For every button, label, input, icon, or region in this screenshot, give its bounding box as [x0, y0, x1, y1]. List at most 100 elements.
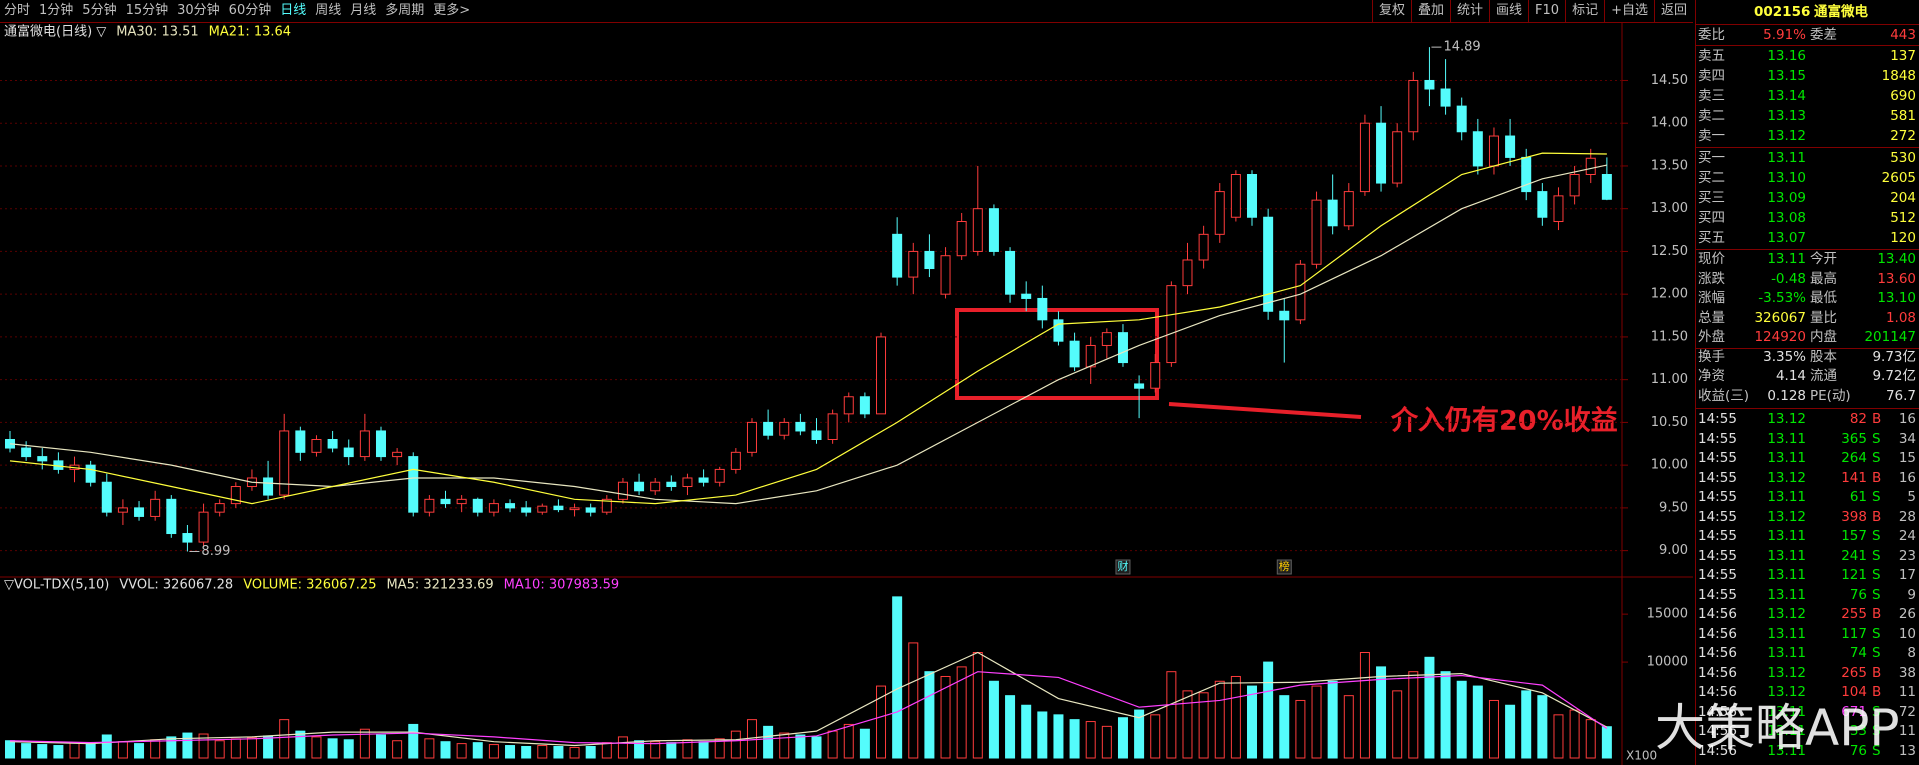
trade-side: S	[1872, 625, 1881, 642]
panel-row: 002156 通富微电	[1696, 0, 1919, 24]
volume-bar	[1505, 704, 1516, 759]
stat-value: -0.48	[1771, 270, 1806, 287]
tool-button[interactable]: 复权	[1371, 0, 1411, 22]
period-tab[interactable]: 60分钟	[228, 3, 272, 18]
volume-bar	[69, 742, 80, 759]
tool-button[interactable]: 画线	[1489, 0, 1528, 22]
period-tab[interactable]: 1分钟	[39, 3, 74, 18]
candle-body	[634, 481, 645, 492]
volume-bar	[1166, 671, 1177, 759]
candle-body	[1150, 362, 1161, 389]
candle-body	[230, 486, 241, 505]
book-volume: 581	[1890, 108, 1916, 124]
candle-body	[440, 498, 451, 505]
tool-button[interactable]: F10	[1528, 0, 1565, 22]
trade-price: 13.11	[1767, 742, 1806, 759]
trade-price: 13.11	[1767, 645, 1806, 661]
legend-entry: MA10: 307983.59	[504, 578, 619, 593]
trade-time: 14:55	[1698, 567, 1737, 583]
volume-bar	[892, 596, 903, 759]
volume-bar	[263, 735, 274, 759]
tool-button[interactable]: 返回	[1653, 0, 1693, 22]
trade-count: 11	[1898, 684, 1916, 700]
candle-body	[1343, 191, 1354, 227]
candle-body	[521, 507, 532, 513]
book-volume: 272	[1890, 128, 1916, 144]
period-tab[interactable]: 月线	[350, 3, 377, 18]
trade-time: 14:55	[1698, 547, 1737, 564]
trade-time: 14:55	[1698, 469, 1737, 486]
period-tab[interactable]: 分时	[4, 3, 31, 18]
trade-time: 14:56	[1698, 703, 1737, 720]
candle-body	[1488, 135, 1499, 167]
stock-code: 002156	[1754, 4, 1811, 20]
trade-time: 14:56	[1698, 606, 1737, 622]
trade-price: 13.11	[1767, 567, 1806, 583]
tool-button[interactable]: +自选	[1604, 0, 1654, 22]
candle-body	[311, 439, 322, 453]
trade-side: S	[1872, 723, 1881, 739]
volume-bar	[763, 725, 774, 759]
period-tab[interactable]: 更多>	[433, 3, 471, 18]
stat-value: 13.60	[1877, 270, 1916, 287]
candle-body	[21, 447, 32, 458]
candle-body	[1505, 135, 1516, 158]
trade-side: S	[1872, 645, 1881, 661]
trade-price: 13.11	[1767, 489, 1806, 505]
volume-bar	[714, 738, 725, 759]
ma-line	[9, 152, 1607, 505]
volume-bar	[1198, 692, 1209, 759]
trade-time: 14:56	[1698, 645, 1737, 661]
highlight-box	[955, 308, 1159, 400]
trade-volume: 365	[1841, 430, 1867, 447]
trade-price: 13.12	[1767, 411, 1806, 427]
candle-body	[859, 396, 870, 415]
book-label: 卖五	[1698, 48, 1725, 64]
candle-body	[1440, 88, 1451, 107]
trade-side: B	[1872, 508, 1882, 525]
value: 5.91%	[1763, 27, 1806, 43]
book-price: 13.15	[1767, 68, 1806, 84]
volume-bar	[811, 736, 822, 759]
book-price: 13.11	[1767, 150, 1806, 166]
candle-body	[682, 477, 693, 488]
volume-bar	[634, 740, 645, 759]
panel-row: 14:55 13.12 398 B 28	[1696, 508, 1919, 528]
period-tab[interactable]: 15分钟	[125, 3, 169, 18]
volume-bar	[1214, 680, 1225, 759]
candle-body	[908, 250, 919, 278]
period-tab[interactable]: 30分钟	[177, 3, 220, 18]
stat-value: 3.35%	[1763, 348, 1806, 365]
volume-bar	[198, 733, 209, 759]
volume-bar	[1182, 690, 1193, 759]
panel-row: 涨幅 -3.53% 最低 13.10	[1696, 289, 1919, 309]
stat-label: 总量	[1698, 309, 1725, 326]
panel-row: 买二 13.10 2605	[1696, 168, 1919, 188]
panel-row: 买三 13.09 204	[1696, 188, 1919, 208]
period-tab[interactable]: 周线	[315, 3, 342, 18]
candle-body	[1037, 297, 1048, 321]
trade-price: 13.11	[1767, 723, 1806, 739]
volume-bar	[230, 738, 241, 759]
trade-volume: 265	[1841, 664, 1867, 681]
tool-button[interactable]: 统计	[1450, 0, 1489, 22]
stat-label: 外盘	[1698, 329, 1725, 345]
tool-button[interactable]: 叠加	[1410, 0, 1450, 22]
candle-body	[553, 505, 564, 511]
volume-bar	[827, 730, 838, 759]
trade-count: 15	[1898, 450, 1916, 466]
volume-bar	[295, 730, 306, 759]
separator	[1696, 147, 1919, 148]
tool-button[interactable]: 标记	[1565, 0, 1604, 22]
panel-row: 14:55 13.11 61 S 5	[1696, 488, 1919, 508]
period-tab[interactable]: 日线	[280, 3, 307, 18]
candle-body	[1359, 122, 1370, 193]
period-tab[interactable]: 5分钟	[82, 3, 117, 18]
volume-bar	[1263, 661, 1274, 759]
volume-bar	[666, 742, 677, 759]
candle-body	[601, 498, 612, 513]
volume-bar	[375, 734, 386, 759]
period-tab[interactable]: 多周期	[385, 3, 425, 18]
candle-body	[214, 503, 225, 513]
event-marker: 财	[1117, 559, 1128, 573]
